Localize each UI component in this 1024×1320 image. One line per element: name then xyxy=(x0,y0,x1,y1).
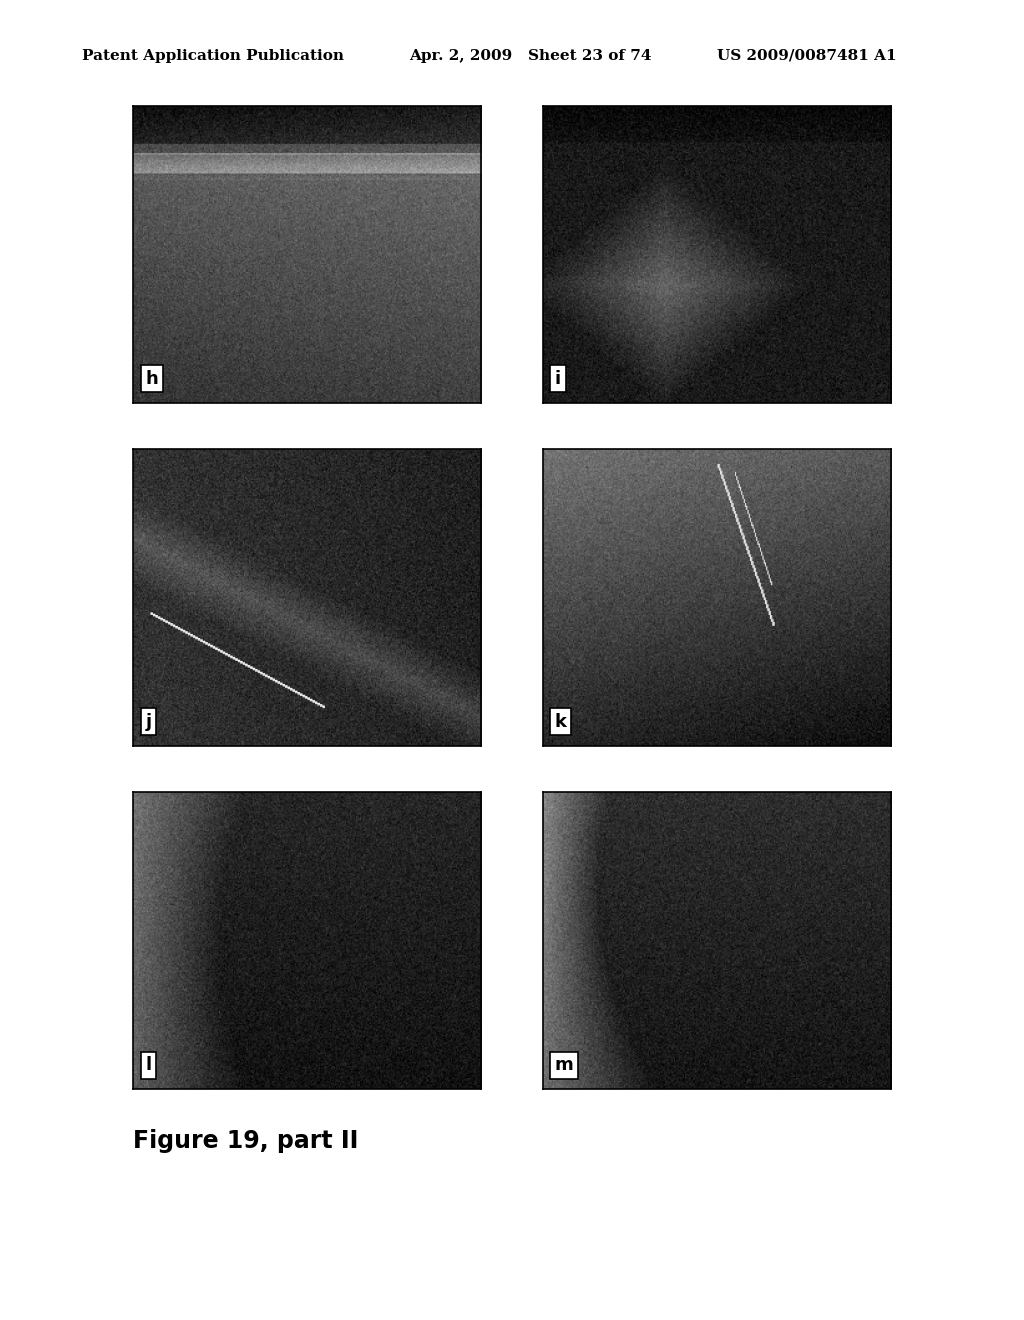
Text: US 2009/0087481 A1: US 2009/0087481 A1 xyxy=(717,49,896,63)
Text: m: m xyxy=(555,1056,573,1074)
Text: h: h xyxy=(145,370,158,388)
Text: j: j xyxy=(145,713,152,731)
Text: i: i xyxy=(555,370,561,388)
Text: Patent Application Publication: Patent Application Publication xyxy=(82,49,344,63)
Text: Apr. 2, 2009   Sheet 23 of 74: Apr. 2, 2009 Sheet 23 of 74 xyxy=(410,49,652,63)
Text: Figure 19, part II: Figure 19, part II xyxy=(133,1129,358,1152)
Text: l: l xyxy=(145,1056,152,1074)
Text: k: k xyxy=(555,713,567,731)
